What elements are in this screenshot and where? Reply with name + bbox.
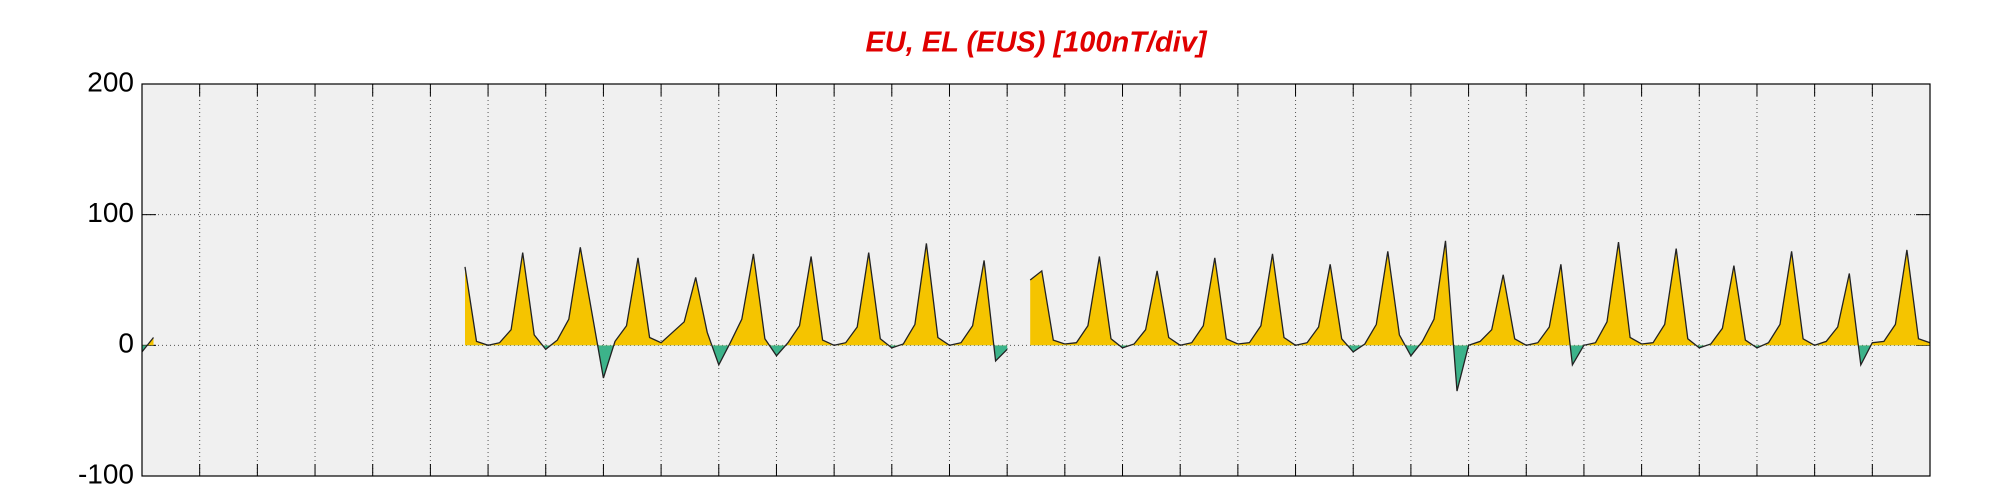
data-line [141,337,155,353]
negative-area [542,345,1008,378]
y-tick-label: 200 [87,66,134,97]
plot-frame [141,83,1931,477]
data-line [1029,240,1931,392]
chart-title: EU, EL (EUS) [100nT/div] [865,27,1207,59]
positive-area [1030,240,1930,346]
positive-area [465,243,1008,346]
positive-area [142,337,154,346]
y-tick-label: 100 [87,197,134,228]
data-line [464,243,1008,379]
y-tick-label: 0 [118,328,134,359]
y-tick-label: -100 [78,458,134,489]
